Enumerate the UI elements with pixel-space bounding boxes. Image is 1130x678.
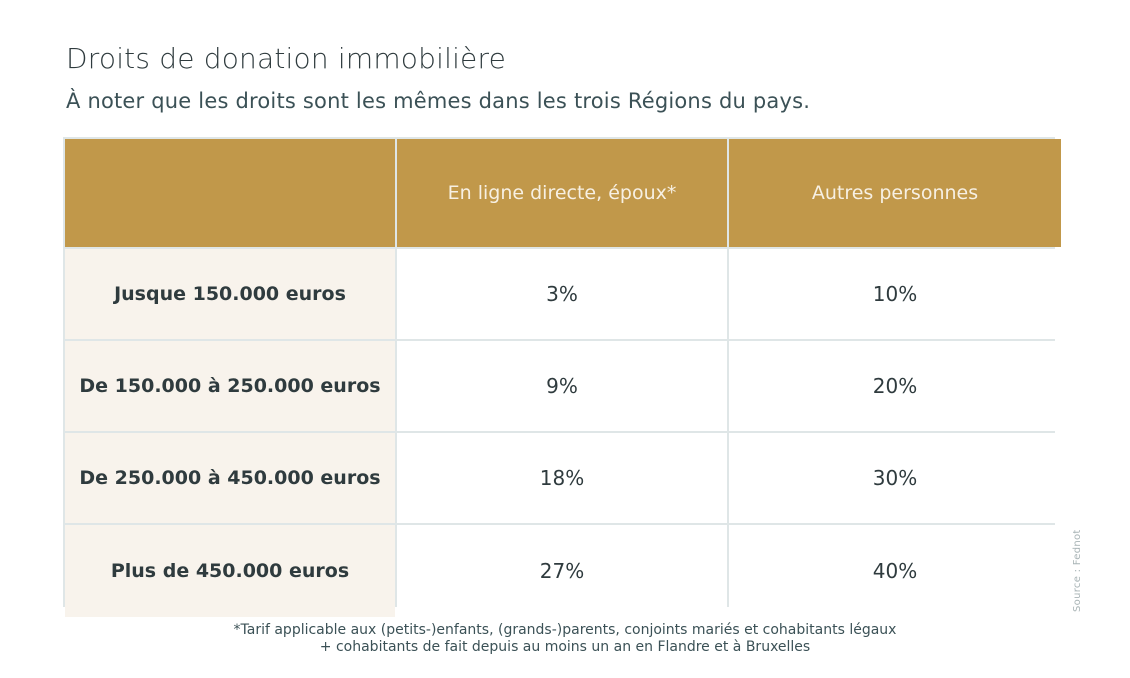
source-credit: Source : Fednot [1072, 529, 1083, 612]
rate-others: 20% [729, 341, 1061, 431]
rate-others: 40% [729, 525, 1061, 617]
row-label: Plus de 450.000 euros [65, 525, 395, 617]
footnote-line-1: *Tarif applicable aux (petits-)enfants, … [233, 622, 897, 638]
rate-direct: 18% [397, 433, 727, 523]
row-label: Jusque 150.000 euros [65, 249, 395, 339]
footnote-line-2: + cohabitants de fait depuis au moins un… [319, 639, 811, 655]
rate-direct: 3% [397, 249, 727, 339]
rate-others: 10% [729, 249, 1061, 339]
table-header-empty [65, 139, 395, 247]
table-header-direct-line: En ligne directe, époux* [397, 139, 727, 247]
rate-direct: 27% [397, 525, 727, 617]
rate-direct: 9% [397, 341, 727, 431]
page-subtitle: À noter que les droits sont les mêmes da… [66, 89, 811, 113]
donation-rates-table: En ligne directe, époux* Autres personne… [63, 137, 1061, 617]
table-header-other-persons: Autres personnes [729, 139, 1061, 247]
row-label: De 150.000 à 250.000 euros [65, 341, 395, 431]
footnote: *Tarif applicable aux (petits-)enfants, … [0, 622, 1130, 656]
page-title: Droits de donation immobilière [66, 42, 506, 75]
row-label: De 250.000 à 450.000 euros [65, 433, 395, 523]
rate-others: 30% [729, 433, 1061, 523]
